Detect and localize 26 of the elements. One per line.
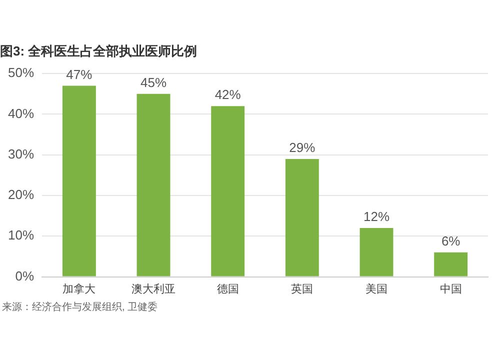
data-label: 42% — [214, 87, 242, 102]
source-note: 来源：经济合作与发展组织, 卫健委 — [2, 300, 158, 313]
bar — [285, 158, 319, 276]
chart-title: 图3: 全科医生占全部执业医师比例 — [0, 43, 198, 58]
data-label: 47% — [66, 66, 93, 82]
bar — [136, 94, 170, 276]
bar — [211, 106, 245, 276]
x-tick-label: 英国 — [291, 282, 314, 296]
x-tick-label: 中国 — [440, 282, 462, 296]
y-tick-label: 30% — [8, 146, 34, 162]
data-label: 29% — [289, 140, 316, 156]
data-label: 45% — [140, 75, 167, 90]
x-tick-label: 加拿大 — [62, 282, 96, 296]
bar — [360, 228, 394, 276]
y-tick-label: 0% — [15, 268, 34, 284]
bar — [62, 86, 96, 276]
y-tick-label: 20% — [8, 187, 34, 202]
data-label: 12% — [363, 209, 390, 224]
x-tick-label: 德国 — [216, 283, 239, 296]
x-tick-label: 澳大利亚 — [132, 282, 176, 296]
y-tick-label: 50% — [8, 65, 34, 80]
y-tick-label: 40% — [8, 106, 34, 121]
y-tick-label: 10% — [8, 228, 34, 243]
data-label: 6% — [441, 233, 461, 248]
bar — [434, 252, 468, 276]
x-tick-label: 美国 — [366, 282, 388, 296]
